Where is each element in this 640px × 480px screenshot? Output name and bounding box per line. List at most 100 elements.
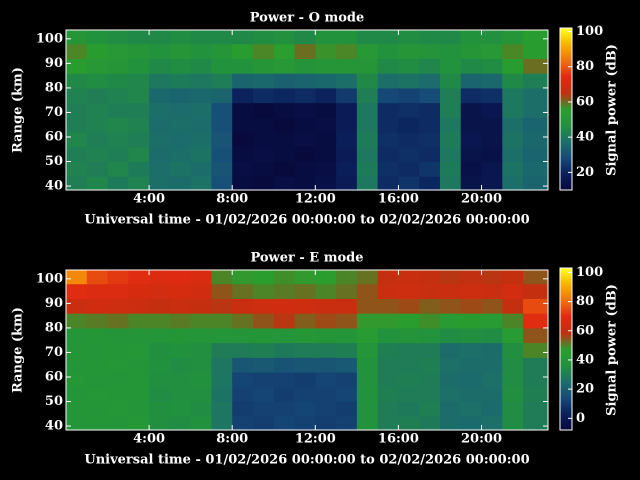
heat-cell: [460, 327, 483, 344]
heat-cell: [252, 132, 275, 148]
colorbar-swatch: [560, 411, 572, 415]
heat-cell: [523, 270, 549, 285]
heat-cell: [149, 416, 171, 431]
heat-cell: [273, 43, 296, 59]
colorbar-frame: [559, 27, 573, 191]
heat-cell: [377, 176, 399, 191]
heat-cell: [398, 30, 420, 45]
heat-cell: [502, 342, 524, 358]
heat-cell: [419, 327, 441, 344]
heat-cell: [107, 176, 129, 191]
heat-cell: [398, 58, 420, 74]
colorbar-tick-label: 20: [576, 165, 594, 180]
heat-cell: [419, 386, 441, 403]
heat-cell: [439, 102, 462, 118]
heat-cell: [481, 132, 503, 148]
heat-cell: [252, 58, 275, 74]
heat-cell: [377, 386, 399, 403]
colorbar-swatch: [560, 292, 572, 295]
heat-cell: [86, 270, 109, 285]
heat-cell: [439, 386, 462, 403]
colorbar-swatch: [560, 355, 572, 358]
colorbar-tick-label: 40: [576, 352, 594, 367]
heat-cell: [523, 313, 549, 329]
colorbar-swatch: [560, 88, 572, 92]
heat-cell: [377, 416, 399, 431]
colorbar-swatch: [560, 115, 572, 118]
heat-cell: [336, 372, 358, 388]
heat-cell: [149, 132, 171, 148]
colorbar-swatch: [560, 139, 572, 142]
heat-cell: [502, 176, 524, 191]
heat-cell: [419, 161, 441, 177]
heat-cell: [66, 313, 88, 329]
heat-cell: [169, 58, 192, 74]
heat-cell: [169, 357, 192, 373]
heat-cell: [439, 146, 462, 163]
heat-cell: [336, 58, 358, 74]
heat-cell: [107, 161, 129, 177]
colorbar-label: Signal power (dB): [605, 284, 620, 416]
colorbar-swatch: [560, 373, 572, 376]
heat-cell: [128, 87, 150, 104]
heat-cell: [252, 102, 275, 118]
colorbar-swatch: [560, 320, 572, 324]
heat-cell: [523, 87, 549, 104]
colorbar-swatch: [560, 106, 572, 110]
heat-cell: [419, 357, 441, 373]
heat-cell: [460, 401, 483, 417]
heat-cell: [273, 58, 296, 74]
x-tick-label: 8:00: [216, 192, 248, 207]
colorbar-swatch: [560, 183, 572, 187]
colorbar-swatch: [560, 340, 572, 344]
heat-cell: [481, 283, 503, 299]
heat-cell: [336, 342, 358, 358]
colorbar-swatch: [560, 282, 572, 285]
heat-cell: [356, 176, 379, 191]
colorbar-swatch: [560, 86, 572, 90]
colorbar-tick-label: 80: [576, 59, 594, 74]
heat-cell: [315, 416, 337, 431]
heat-cell: [107, 146, 129, 163]
heat-cell: [481, 73, 503, 89]
heat-cell: [107, 270, 129, 285]
heat-cell: [294, 87, 316, 104]
colorbar-swatch: [560, 284, 572, 287]
colorbar-swatch: [560, 290, 572, 293]
colorbar-swatch: [560, 367, 572, 370]
heat-cell: [128, 372, 150, 388]
heat-cell: [107, 357, 129, 373]
y-tick-label: 40: [45, 179, 63, 194]
heat-cell: [273, 73, 296, 89]
colorbar-swatch: [560, 80, 572, 84]
heat-cell: [169, 283, 192, 299]
heat-cell: [86, 313, 109, 329]
heat-cell: [211, 102, 233, 118]
colorbar-swatch: [560, 349, 572, 352]
heat-cell: [294, 73, 316, 89]
heat-cell: [66, 176, 88, 191]
y-tick-label: 50: [45, 394, 63, 409]
heat-cell: [502, 117, 524, 133]
heat-cell: [481, 401, 503, 417]
heat-cell: [439, 43, 462, 59]
heat-cell: [252, 43, 275, 59]
colorbar-swatch: [560, 145, 572, 148]
heat-cell: [439, 327, 462, 344]
heat-cell: [190, 58, 212, 74]
heat-cell: [315, 283, 337, 299]
heat-cell: [398, 372, 420, 388]
colorbar-swatch: [560, 371, 572, 374]
x-tick-label: 12:00: [295, 192, 336, 207]
heat-cell: [377, 73, 399, 89]
heat-cell: [169, 146, 192, 163]
heat-cell: [294, 43, 316, 59]
heat-cell: [232, 102, 254, 118]
heat-cell: [356, 58, 379, 74]
heat-cell: [523, 357, 549, 373]
heat-cell: [273, 401, 296, 417]
y-tick-label: 90: [45, 56, 63, 71]
colorbar-swatch: [560, 326, 572, 330]
heat-cell: [252, 283, 275, 299]
heat-cell: [523, 401, 549, 417]
